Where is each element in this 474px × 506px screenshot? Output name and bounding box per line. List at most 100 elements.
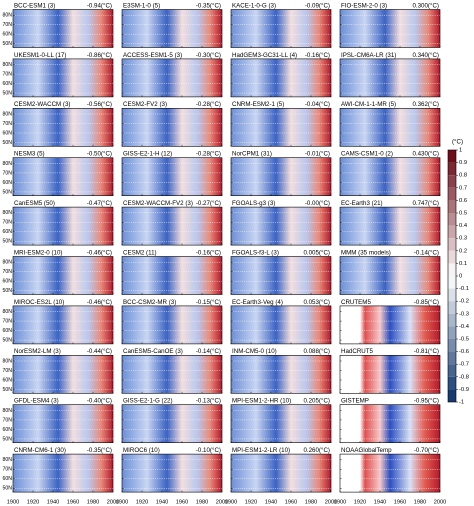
panel-frame	[230, 256, 332, 295]
panel-heatmap	[340, 58, 440, 97]
panel-value: -0.95(°C)	[414, 398, 439, 405]
colorbar-segment	[448, 225, 456, 239]
y-tick-label: 50N	[2, 337, 12, 343]
panel-title: CAMS-CSM1-0 (2)	[341, 151, 393, 158]
panel-frame	[12, 256, 114, 295]
panel-heatmap	[231, 454, 331, 493]
colorbar-tick-label: -0.9	[459, 387, 469, 393]
panel-title: CNRM-CM6-1 (30)	[14, 447, 66, 454]
colorbar-segment	[448, 263, 456, 276]
y-tick-label: 60N	[2, 328, 12, 334]
y-tick-label: 60N	[2, 180, 12, 186]
panel-heatmap	[122, 454, 222, 493]
panel-title: NorCPM1 (31)	[232, 151, 272, 158]
y-tick-label: 70N	[2, 368, 12, 374]
panel-title: NESM3 (5)	[14, 151, 45, 158]
y-tick-label: 50N	[2, 189, 12, 195]
panel-frame	[12, 404, 114, 444]
panel-value: -0.35(°C)	[196, 2, 221, 9]
panel-heatmap	[13, 256, 113, 295]
panel-heatmap	[13, 305, 113, 344]
y-tick-label: 60N	[2, 427, 12, 433]
panel-heatmap	[122, 404, 222, 443]
panel-frame	[121, 453, 223, 493]
panel-frame	[12, 354, 114, 394]
colorbar-segment	[448, 238, 456, 251]
colorbar-tick-label: 0.9	[459, 160, 467, 166]
panel-value: 0.260(°C)	[303, 447, 330, 454]
x-tick-label: 1920	[354, 499, 366, 505]
panel-value: -0.85(°C)	[414, 299, 439, 306]
colorbar-tick-label: 0.1	[459, 261, 467, 267]
panel-title: CNRM-ESM2-1 (5)	[232, 101, 284, 108]
colorbar-tick-label: -0.6	[459, 349, 469, 355]
colorbar-tick-label: 0.5	[459, 211, 467, 217]
panel-title: INM-CM5-0 (10)	[232, 348, 277, 355]
colorbar-tick-label: -0.1	[459, 286, 469, 292]
panel-value: 0.053(°C)	[303, 299, 330, 306]
y-tick-label: 80N	[2, 13, 12, 19]
panel-value: 0.747(°C)	[412, 200, 439, 207]
panel-title: AWI-CM-1-1-MR (5)	[341, 101, 396, 108]
y-tick-label: 50N	[2, 41, 12, 47]
panel-value: -0.46(°C)	[87, 249, 112, 256]
panel-heatmap	[13, 454, 113, 493]
panel-value: -0.27(°C)	[196, 200, 221, 207]
panel-value: -0.00(°C)	[305, 200, 330, 207]
x-tick-label: 1960	[67, 499, 79, 505]
colorbar-segment	[448, 351, 456, 365]
panel-heatmap	[231, 355, 331, 394]
colorbar-segment	[448, 288, 456, 302]
colorbar-tick-label: 0.8	[459, 173, 467, 179]
panel-heatmap	[13, 355, 113, 394]
colorbar-tick-label: -0.2	[459, 299, 469, 305]
panel-frame	[339, 206, 441, 246]
panel-value: -0.28(°C)	[196, 151, 221, 158]
panel-frame	[121, 256, 223, 295]
colorbar-tick-label: 0.6	[459, 198, 467, 204]
y-tick-label: 60N	[2, 130, 12, 136]
x-tick-label: 1980	[305, 499, 317, 505]
panel-heatmap	[13, 157, 113, 196]
panel-frame	[121, 58, 223, 98]
panel-frame	[230, 305, 332, 345]
panel-frame	[121, 9, 223, 48]
y-tick-label: 70N	[2, 467, 12, 473]
panel-title: HadCRUT5	[341, 348, 374, 355]
colorbar-tick-label: 0.3	[459, 236, 467, 242]
panel-frame	[339, 305, 441, 345]
colorbar-segment	[448, 200, 456, 213]
panel-title: MRI-ESM2-0 (10)	[14, 249, 62, 256]
x-tick-label: 1980	[87, 499, 99, 505]
panel-title: HadGEM3-GC31-LL (4)	[232, 52, 297, 59]
panel-frame	[339, 108, 441, 147]
panel-value: -0.35(°C)	[87, 447, 112, 454]
panel-value: 0.362(°C)	[412, 101, 439, 108]
panel-heatmap	[13, 58, 113, 97]
y-tick-label: 50N	[2, 140, 12, 146]
x-tick-label: 1900	[334, 499, 346, 505]
panel-value: -0.47(°C)	[87, 200, 112, 207]
panel-frame	[230, 354, 332, 394]
colorbar-tick-label: 1	[459, 148, 462, 154]
panel-frame	[339, 58, 441, 98]
x-tick-label: 1960	[176, 499, 188, 505]
y-tick-label: 80N	[2, 111, 12, 117]
panel-frame	[121, 206, 223, 246]
panel-value: -0.01(°C)	[305, 151, 330, 158]
panel-frame	[121, 354, 223, 394]
x-tick-label: 2000	[216, 499, 228, 505]
panel-heatmap	[13, 207, 113, 246]
y-tick-label: 50N	[2, 288, 12, 294]
panel-title: MIROC-ES2L (10)	[14, 299, 64, 306]
panel-frame	[121, 108, 223, 147]
panel-title: KACE-1-0-G (3)	[232, 2, 276, 9]
panel-title: CESM2 (11)	[123, 249, 157, 256]
colorbar-segment	[448, 162, 456, 176]
panel-heatmap	[340, 454, 440, 493]
colorbar-frame	[447, 149, 457, 403]
panel-title: CESM2-FV2 (3)	[123, 101, 167, 108]
x-tick-label: 1920	[27, 499, 39, 505]
panel-heatmap	[122, 207, 222, 246]
y-tick-label: 80N	[2, 309, 12, 315]
